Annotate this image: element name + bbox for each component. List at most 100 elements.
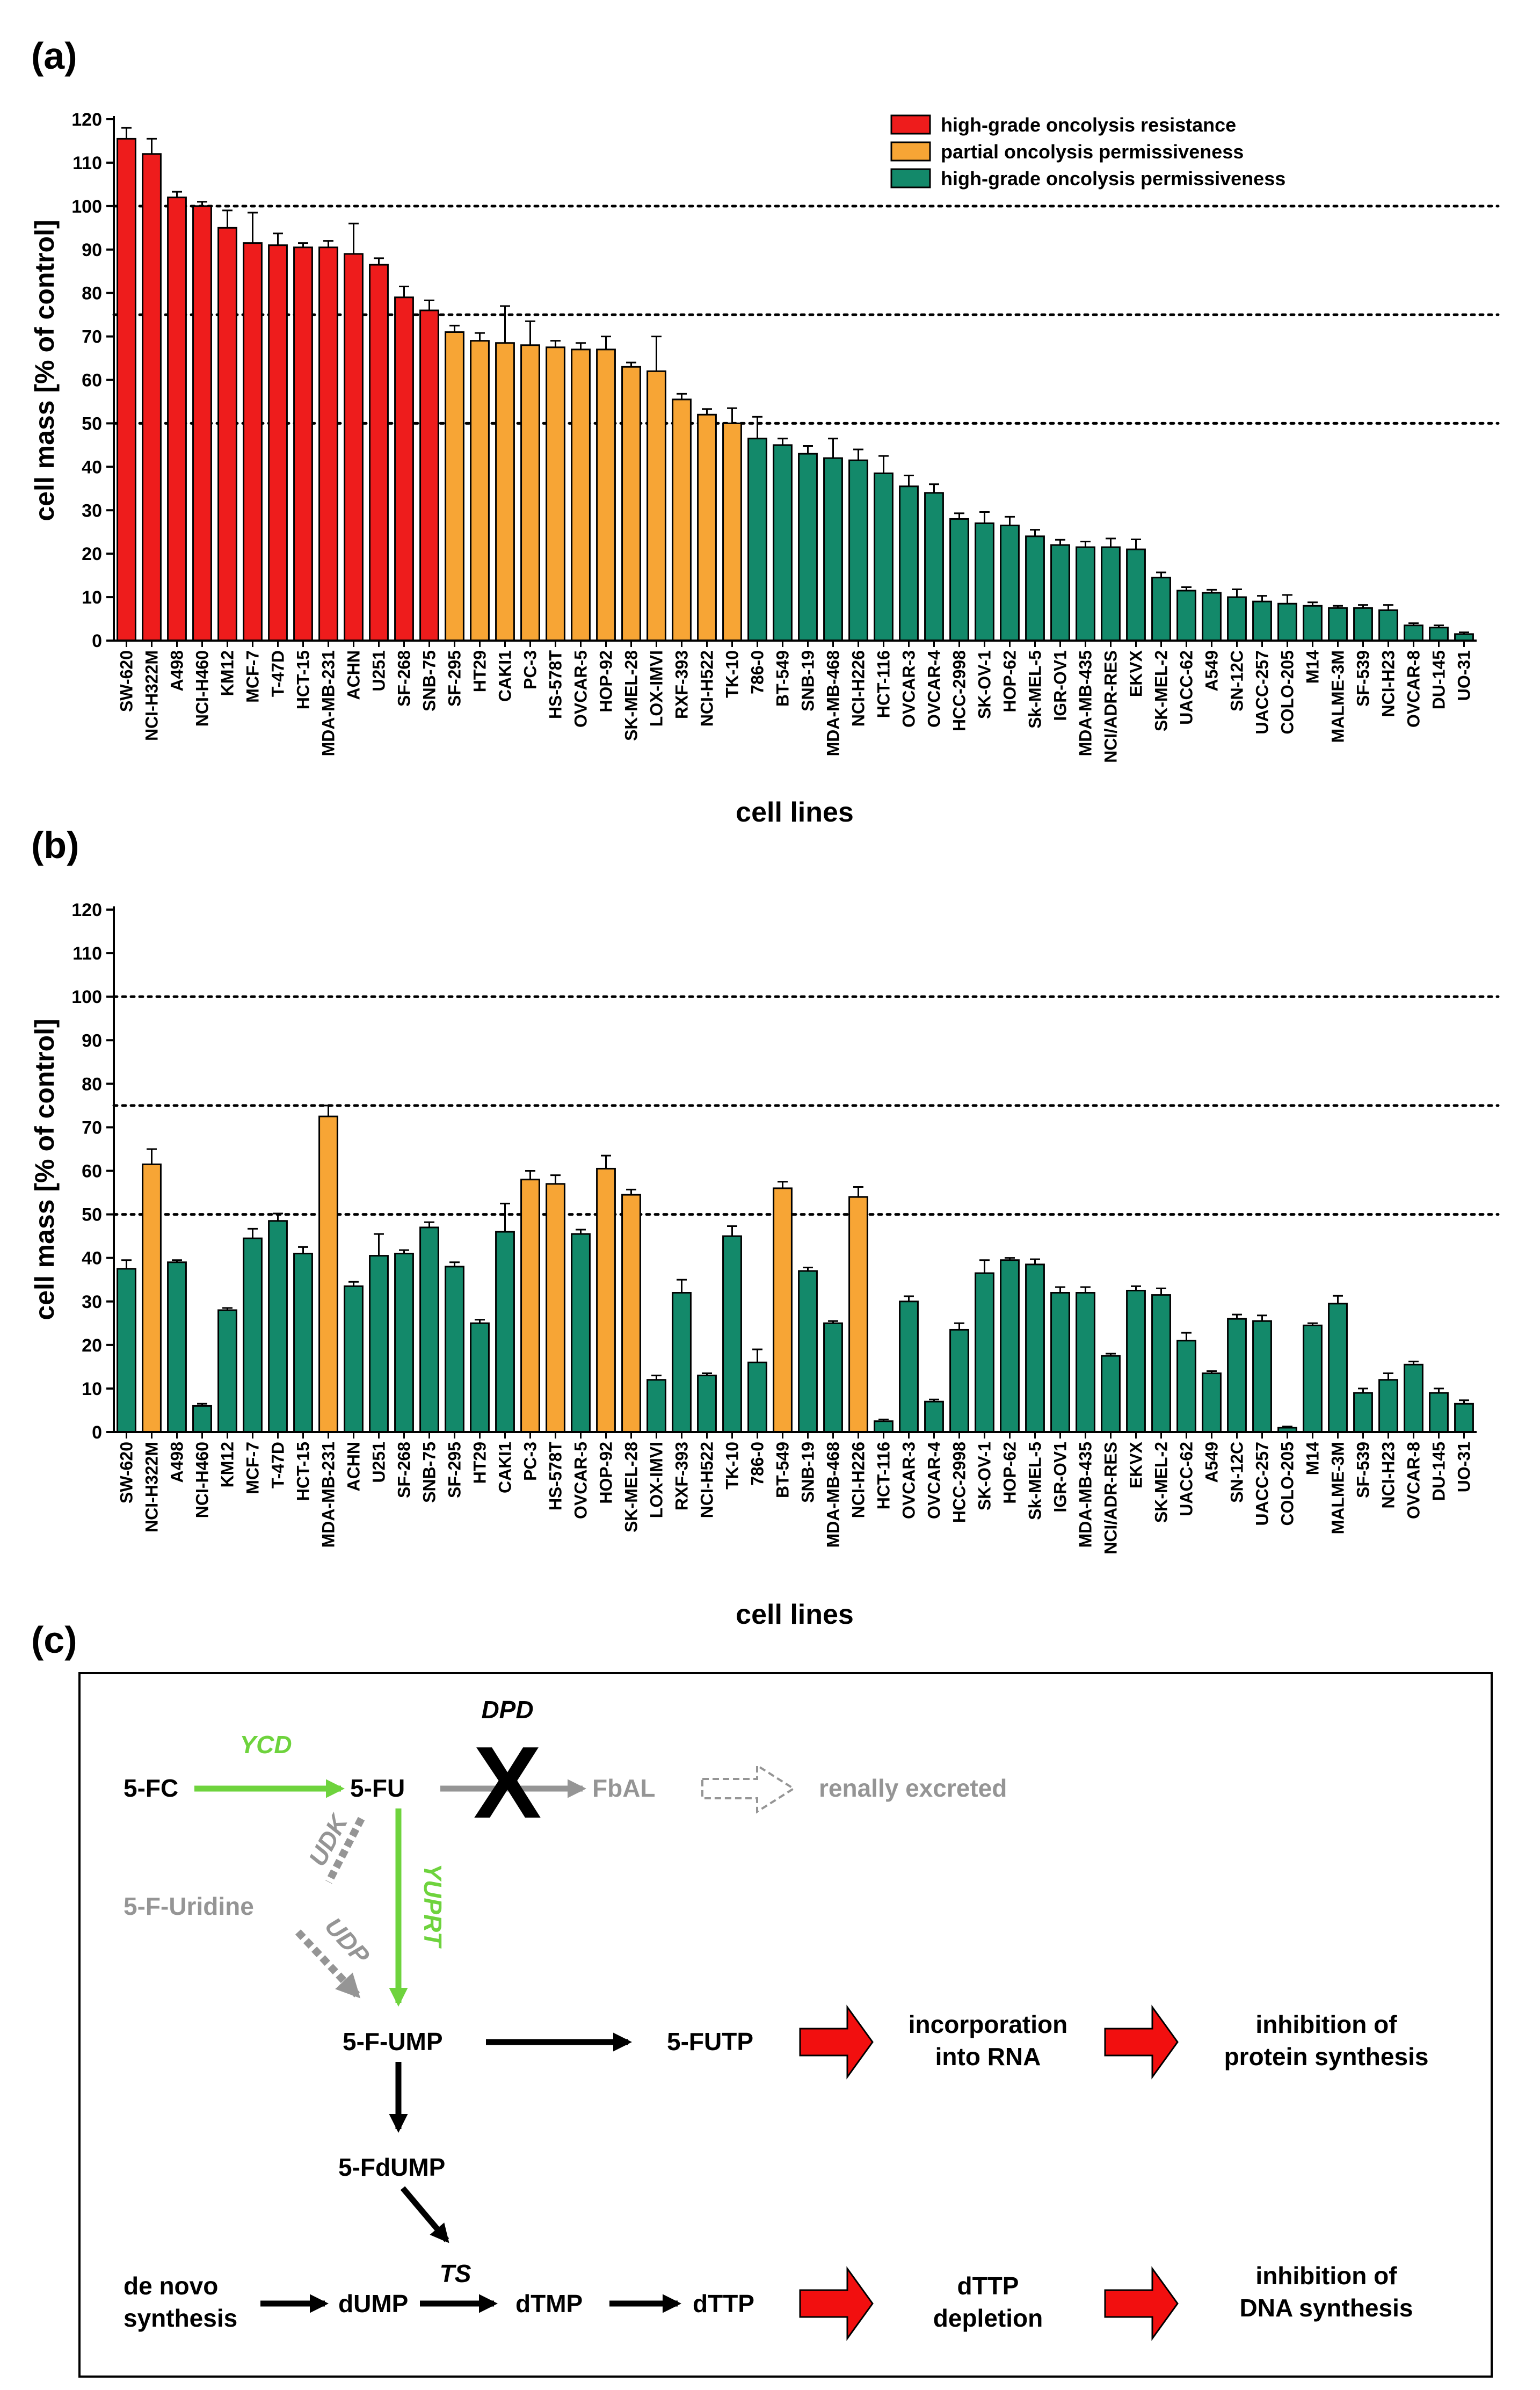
legend-swatch-partial [890, 141, 931, 162]
bar-m14 [1303, 605, 1323, 642]
bar-hcc-2998 [949, 1328, 969, 1433]
bar-hop-92 [596, 348, 616, 642]
x-tick-label: NCI-H460 [193, 1442, 212, 1518]
x-tick-label: HOP-62 [1000, 1442, 1020, 1504]
bar-t-47d [268, 244, 288, 642]
x-tick-label: HCT-15 [294, 1442, 313, 1501]
legend-label-permissive: high-grade oncolysis permissiveness [941, 168, 1285, 190]
y-tick-label: 50 [82, 1205, 102, 1225]
x-tick-label: RXF-393 [672, 650, 692, 719]
bar-sf-295 [445, 1266, 464, 1433]
x-tick-label: OVCAR-4 [925, 650, 944, 728]
dashed-arrow-icon [701, 1763, 796, 1814]
x-tick-label: UACC-257 [1253, 1442, 1272, 1525]
chart-a-xlabel: cell lines [736, 797, 854, 828]
x-tick-label: CAKI1 [496, 650, 515, 702]
bar-sf-539 [1353, 607, 1373, 642]
red-arrow-icon [799, 2266, 874, 2341]
bar-hs-578t [546, 1183, 565, 1433]
x-tick-label: OVCAR-4 [925, 1442, 944, 1519]
chart-a-ylabel: cell mass [% of control] [30, 220, 60, 521]
bar-a498 [167, 1261, 187, 1433]
x-tick-label: M14 [1303, 1442, 1323, 1475]
enzyme-udk: UDK [303, 1809, 354, 1871]
pathway-diagram: 5-FC YCD 5-FU DPD X FbAL renally excrete… [78, 1672, 1493, 2378]
x-tick-label: SN-12C [1227, 650, 1247, 711]
bar-uacc-257 [1252, 600, 1272, 642]
arrow-5fdump-inhibits-ts [400, 2186, 449, 2243]
x-tick-label: HCC-2998 [950, 1442, 969, 1523]
bar-mda-mb-231 [318, 1115, 338, 1433]
bar-sn-12c [1227, 1318, 1247, 1433]
x-tick-label: MDA-MB-435 [1076, 1442, 1095, 1548]
y-tick-label: 20 [82, 1335, 102, 1356]
bar-hcc-2998 [949, 518, 969, 642]
bar-sf-268 [394, 1253, 414, 1433]
bar-nci-h322m [142, 153, 162, 642]
bar-sk-mel-2 [1151, 577, 1171, 642]
bar-ekvx [1126, 548, 1146, 642]
x-tick-label: UACC-62 [1177, 1442, 1196, 1516]
bar-ht29 [470, 1322, 490, 1433]
x-tick-label: NCI-H23 [1379, 1442, 1398, 1508]
x-tick-label: COLO-205 [1278, 650, 1297, 734]
y-tick-label: 0 [92, 1422, 102, 1443]
x-tick-label: HT29 [470, 650, 490, 692]
x-tick-label: MCF-7 [243, 650, 263, 703]
legend-swatch-resistance [890, 114, 931, 135]
x-tick-label: MALME-3M [1328, 650, 1348, 743]
y-tick-label: 100 [71, 197, 102, 217]
bar-sf-268 [394, 296, 414, 642]
bar-sw-620 [117, 1268, 136, 1433]
chart-b: SW-620 NCI-H322M A498 NCI-H460 KM12 MCF-7 T-47… [30, 900, 1500, 1630]
bar-nci-adr-res [1101, 546, 1121, 642]
x-tick-label: LOX-IMVI [647, 650, 666, 727]
bar-sk-mel-2 [1151, 1294, 1171, 1433]
y-tick-label: 110 [72, 943, 102, 964]
x-tick-label: SK-MEL-2 [1152, 650, 1171, 731]
x-tick-label: EKVX [1127, 1441, 1146, 1488]
bar-rxf-393 [672, 398, 692, 642]
x-tick-label: HS-578T [546, 1442, 565, 1511]
x-tick-label: SF-268 [395, 650, 414, 707]
bar-lox-imvi [646, 370, 666, 642]
x-tick-label: EKVX [1127, 650, 1146, 697]
x-tick-label: NCI-H226 [849, 650, 868, 727]
x-tick-label: BT-549 [773, 1442, 793, 1498]
y-tick-label: 110 [72, 153, 102, 173]
bar-sk-mel-5 [1025, 535, 1045, 642]
bar-nci-h23 [1378, 609, 1398, 642]
x-tick-label: A498 [168, 1442, 187, 1483]
bar-caki1 [495, 342, 515, 642]
y-tick-label: 30 [82, 500, 102, 521]
y-tick-label: 100 [71, 987, 102, 1007]
bar-mda-mb-231 [318, 246, 338, 642]
panel-label-c: (c) [31, 1619, 77, 1661]
x-tick-label: UO-31 [1455, 1442, 1474, 1492]
pathway-frame [78, 1672, 1493, 2378]
node-5fdump: 5-FdUMP [338, 2153, 445, 2181]
x-tick-label: SNB-75 [420, 650, 439, 711]
x-tick-label: BT-549 [773, 650, 793, 707]
x-tick-label: OVCAR-5 [571, 1442, 591, 1519]
bar-ovcar-8 [1404, 624, 1423, 642]
x-tick-label: MDA-MB-231 [319, 1442, 338, 1548]
x-tick-label: SF-295 [445, 1442, 464, 1498]
x-tick-label: NCI-H226 [849, 1442, 868, 1518]
bar-a549 [1202, 1372, 1222, 1433]
x-tick-label: U251 [369, 650, 389, 692]
node-5f-uridine: 5-F-Uridine [124, 1892, 254, 1920]
y-tick-label: 90 [82, 1030, 102, 1051]
red-arrow-icon [1104, 2004, 1179, 2080]
node-dna-inhibition-line2: DNA synthesis [1240, 2294, 1413, 2322]
panel-label-b: (b) [31, 824, 79, 866]
x-tick-label: NCI-H23 [1379, 650, 1398, 717]
enzyme-ycd: YCD [239, 1731, 292, 1759]
x-tick-label: OVCAR-8 [1404, 1442, 1423, 1519]
y-tick-label: 120 [71, 900, 102, 920]
bar-nci-h460 [192, 205, 212, 642]
bar-sw-620 [117, 137, 136, 642]
x-tick-label: T-47D [268, 650, 288, 697]
bar-snb-75 [419, 309, 439, 642]
red-arrow-icon [1104, 2266, 1179, 2341]
